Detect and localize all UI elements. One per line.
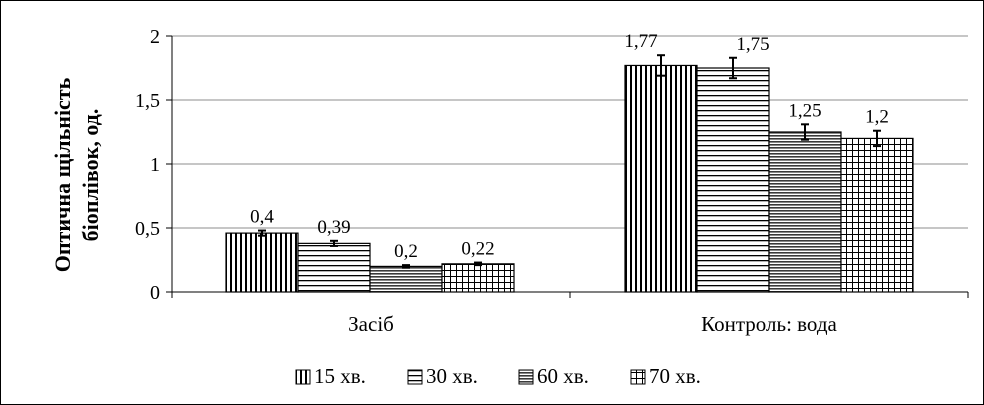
y-tick-label: 1,5 (135, 90, 160, 112)
bar (369, 265, 443, 293)
data-label: 0,22 (461, 239, 494, 260)
bar (840, 137, 914, 293)
bar (696, 67, 770, 293)
bars: 0,4 1,77 0,39 1,75 0,2 1,25 0,22 1,2 (225, 31, 914, 293)
data-label: 1,25 (788, 100, 821, 121)
legend-label: 70 хв. (649, 364, 701, 388)
y-axis-title-line-1: Оптична щільність (50, 77, 75, 272)
y-tick-label: 0 (150, 282, 160, 304)
legend-swatch (630, 369, 646, 385)
axes (171, 36, 969, 298)
legend-swatch (518, 369, 534, 385)
y-axis-ticks: 0 0,5 1 1,5 2 (135, 26, 172, 304)
y-tick-label: 1 (150, 154, 160, 176)
category-label: Контроль: вода (701, 312, 837, 336)
bar (441, 263, 515, 293)
bar (297, 242, 371, 293)
data-label: 1,75 (736, 34, 769, 55)
bar (225, 232, 299, 293)
legend: 15 хв. 30 хв. 60 хв. 70 хв. (295, 364, 701, 388)
category-label: Засіб (348, 312, 394, 336)
legend-label: 30 хв. (426, 364, 478, 388)
y-tick-label: 0,5 (135, 218, 160, 240)
bar (768, 131, 842, 293)
data-label: 0,39 (317, 217, 350, 238)
legend-swatch (295, 369, 311, 385)
bar (624, 64, 698, 293)
data-label: 0,4 (250, 207, 274, 228)
y-axis-title: Оптична щільність біоплівок, од. (50, 77, 103, 272)
legend-label: 15 хв. (314, 364, 366, 388)
category-labels: Засіб Контроль: вода (348, 312, 837, 336)
y-tick-label: 2 (150, 26, 160, 48)
data-label: 1,77 (624, 31, 657, 52)
legend-label: 60 хв. (537, 364, 589, 388)
legend-swatch (407, 369, 423, 385)
data-label: 0,2 (394, 241, 418, 262)
y-axis-title-line-2: біоплівок, од. (78, 109, 103, 242)
data-label: 1,2 (865, 107, 889, 128)
